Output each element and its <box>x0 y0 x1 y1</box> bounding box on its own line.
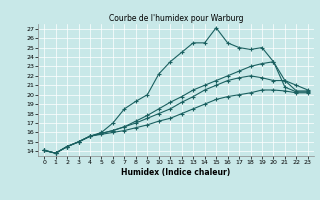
X-axis label: Humidex (Indice chaleur): Humidex (Indice chaleur) <box>121 168 231 177</box>
Title: Courbe de l'humidex pour Warburg: Courbe de l'humidex pour Warburg <box>109 14 243 23</box>
